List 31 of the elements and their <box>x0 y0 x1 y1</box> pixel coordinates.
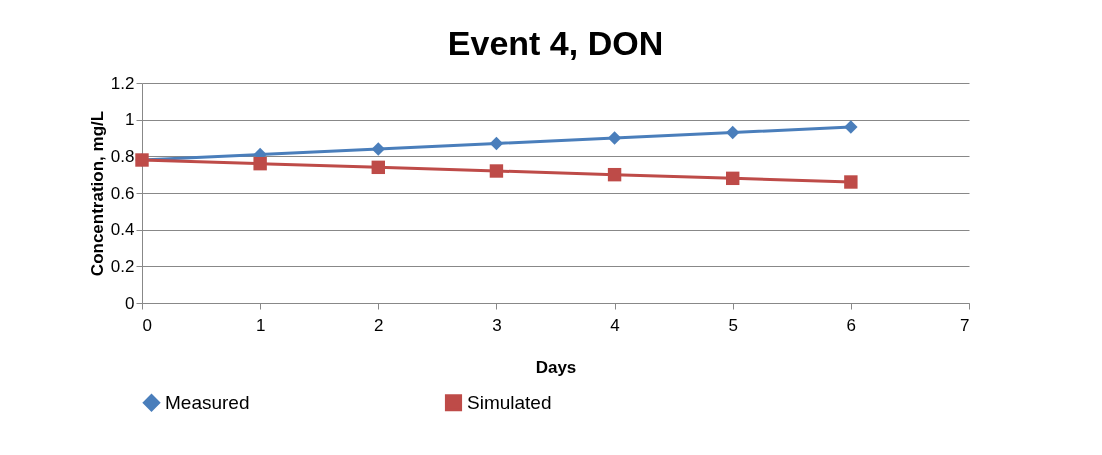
point <box>726 171 740 186</box>
y-tick-label: 1.2 <box>110 73 135 93</box>
y-tick-label: 0.2 <box>110 256 135 276</box>
y-tick-label: 0.6 <box>110 183 135 203</box>
y-tick-label: 1 <box>125 110 135 130</box>
point <box>844 175 858 189</box>
x-tick-label: 6 <box>846 315 857 335</box>
x-tick-label: 1 <box>255 315 266 335</box>
point <box>489 164 504 178</box>
x-tick-label: 4 <box>610 315 620 335</box>
x-tick-label: 2 <box>374 315 384 335</box>
point <box>844 120 858 134</box>
legend-label: Measured <box>165 391 250 413</box>
point <box>607 131 622 145</box>
point <box>371 142 385 156</box>
x-tick-label: 5 <box>728 315 738 335</box>
y-tick-label: 0.8 <box>110 146 135 166</box>
point <box>489 136 504 151</box>
point <box>371 160 385 175</box>
y-tick-label: 0.4 <box>110 220 135 240</box>
x-tick-label: 3 <box>492 315 502 335</box>
x-tick-label: 7 <box>960 315 970 335</box>
point <box>253 156 267 171</box>
y-axis-title: Concentration, mg/L <box>87 110 107 277</box>
x-axis-title: Days <box>535 357 577 377</box>
legend-label: Simulated <box>467 391 552 413</box>
point <box>726 125 740 140</box>
chart-title: Event 4, DON <box>447 24 664 62</box>
point <box>607 167 622 182</box>
y-tick-label: 0 <box>125 293 135 313</box>
x-tick-label: 0 <box>142 315 152 335</box>
